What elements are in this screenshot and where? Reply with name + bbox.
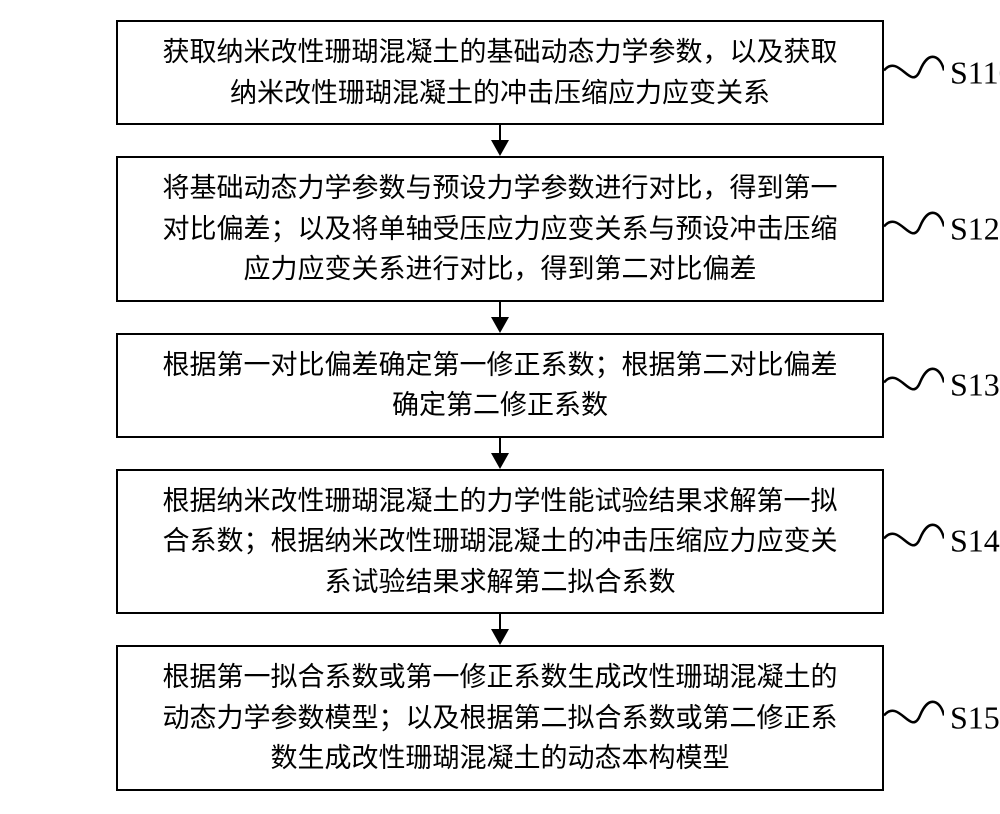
wave-connector-icon xyxy=(884,206,944,251)
arrow-line xyxy=(499,614,502,630)
flow-step-row: 根据第一拟合系数或第一修正系数生成改性珊瑚混凝土的动态力学参数模型；以及根据第二… xyxy=(0,645,1000,791)
flow-step-box: 将基础动态力学参数与预设力学参数进行对比，得到第一对比偏差；以及将单轴受压应力应… xyxy=(116,156,884,302)
flow-step-text-line: 根据纳米改性珊瑚混凝土的力学性能试验结果求解第一拟 xyxy=(163,481,838,522)
arrow-head-icon xyxy=(491,140,509,156)
wave-connector-icon xyxy=(884,363,944,408)
flow-step-text-line: 应力应变关系进行对比，得到第二对比偏差 xyxy=(244,249,757,290)
arrow-line xyxy=(499,302,502,318)
flow-step-box: 根据纳米改性珊瑚混凝土的力学性能试验结果求解第一拟合系数；根据纳米改性珊瑚混凝土… xyxy=(116,469,884,615)
flow-step-text-line: 合系数；根据纳米改性珊瑚混凝土的冲击压缩应力应变关 xyxy=(163,521,838,562)
flow-step-row: 获取纳米改性珊瑚混凝土的基础动态力学参数，以及获取纳米改性珊瑚混凝土的冲击压缩应… xyxy=(0,20,1000,125)
arrow-line xyxy=(499,125,502,141)
step-label-group: S130 xyxy=(884,363,1000,408)
flow-step-box: 根据第一拟合系数或第一修正系数生成改性珊瑚混凝土的动态力学参数模型；以及根据第二… xyxy=(116,645,884,791)
step-label-group: S140 xyxy=(884,519,1000,564)
arrow-head-icon xyxy=(491,317,509,333)
step-label: S130 xyxy=(950,367,1000,404)
flow-step-row: 根据纳米改性珊瑚混凝土的力学性能试验结果求解第一拟合系数；根据纳米改性珊瑚混凝土… xyxy=(0,469,1000,615)
flow-step-text-line: 系试验结果求解第二拟合系数 xyxy=(325,562,676,603)
arrow-line xyxy=(499,438,502,454)
flowchart-container: 获取纳米改性珊瑚混凝土的基础动态力学参数，以及获取纳米改性珊瑚混凝土的冲击压缩应… xyxy=(0,20,1000,791)
flow-arrow xyxy=(0,438,1000,469)
wave-connector-icon xyxy=(884,50,944,95)
flow-step-text-line: 确定第二修正系数 xyxy=(392,385,608,426)
step-label-group: S150 xyxy=(884,695,1000,740)
flow-step-text-line: 将基础动态力学参数与预设力学参数进行对比，得到第一 xyxy=(163,168,838,209)
flow-arrow xyxy=(0,302,1000,333)
arrow-head-icon xyxy=(491,629,509,645)
step-label-group: S120 xyxy=(884,206,1000,251)
step-label: S150 xyxy=(950,699,1000,736)
flow-step-row: 将基础动态力学参数与预设力学参数进行对比，得到第一对比偏差；以及将单轴受压应力应… xyxy=(0,156,1000,302)
flow-step-text-line: 对比偏差；以及将单轴受压应力应变关系与预设冲击压缩 xyxy=(163,209,838,250)
flow-step-box: 获取纳米改性珊瑚混凝土的基础动态力学参数，以及获取纳米改性珊瑚混凝土的冲击压缩应… xyxy=(116,20,884,125)
flow-step-row: 根据第一对比偏差确定第一修正系数；根据第二对比偏差确定第二修正系数 S130 xyxy=(0,333,1000,438)
step-label: S140 xyxy=(950,523,1000,560)
flow-arrow xyxy=(0,614,1000,645)
flow-step-text-line: 动态力学参数模型；以及根据第二拟合系数或第二修正系 xyxy=(163,698,838,739)
flow-step-text-line: 根据第一拟合系数或第一修正系数生成改性珊瑚混凝土的 xyxy=(163,657,838,698)
wave-connector-icon xyxy=(884,519,944,564)
flow-step-text-line: 纳米改性珊瑚混凝土的冲击压缩应力应变关系 xyxy=(230,73,770,114)
step-label-group: S110 xyxy=(884,50,1000,95)
flow-step-text-line: 获取纳米改性珊瑚混凝土的基础动态力学参数，以及获取 xyxy=(163,32,838,73)
flow-step-box: 根据第一对比偏差确定第一修正系数；根据第二对比偏差确定第二修正系数 xyxy=(116,333,884,438)
wave-connector-icon xyxy=(884,695,944,740)
step-label: S110 xyxy=(950,54,1000,91)
flow-step-text-line: 根据第一对比偏差确定第一修正系数；根据第二对比偏差 xyxy=(163,345,838,386)
flow-arrow xyxy=(0,125,1000,156)
flow-step-text-line: 数生成改性珊瑚混凝土的动态本构模型 xyxy=(271,738,730,779)
arrow-head-icon xyxy=(491,453,509,469)
step-label: S120 xyxy=(950,210,1000,247)
